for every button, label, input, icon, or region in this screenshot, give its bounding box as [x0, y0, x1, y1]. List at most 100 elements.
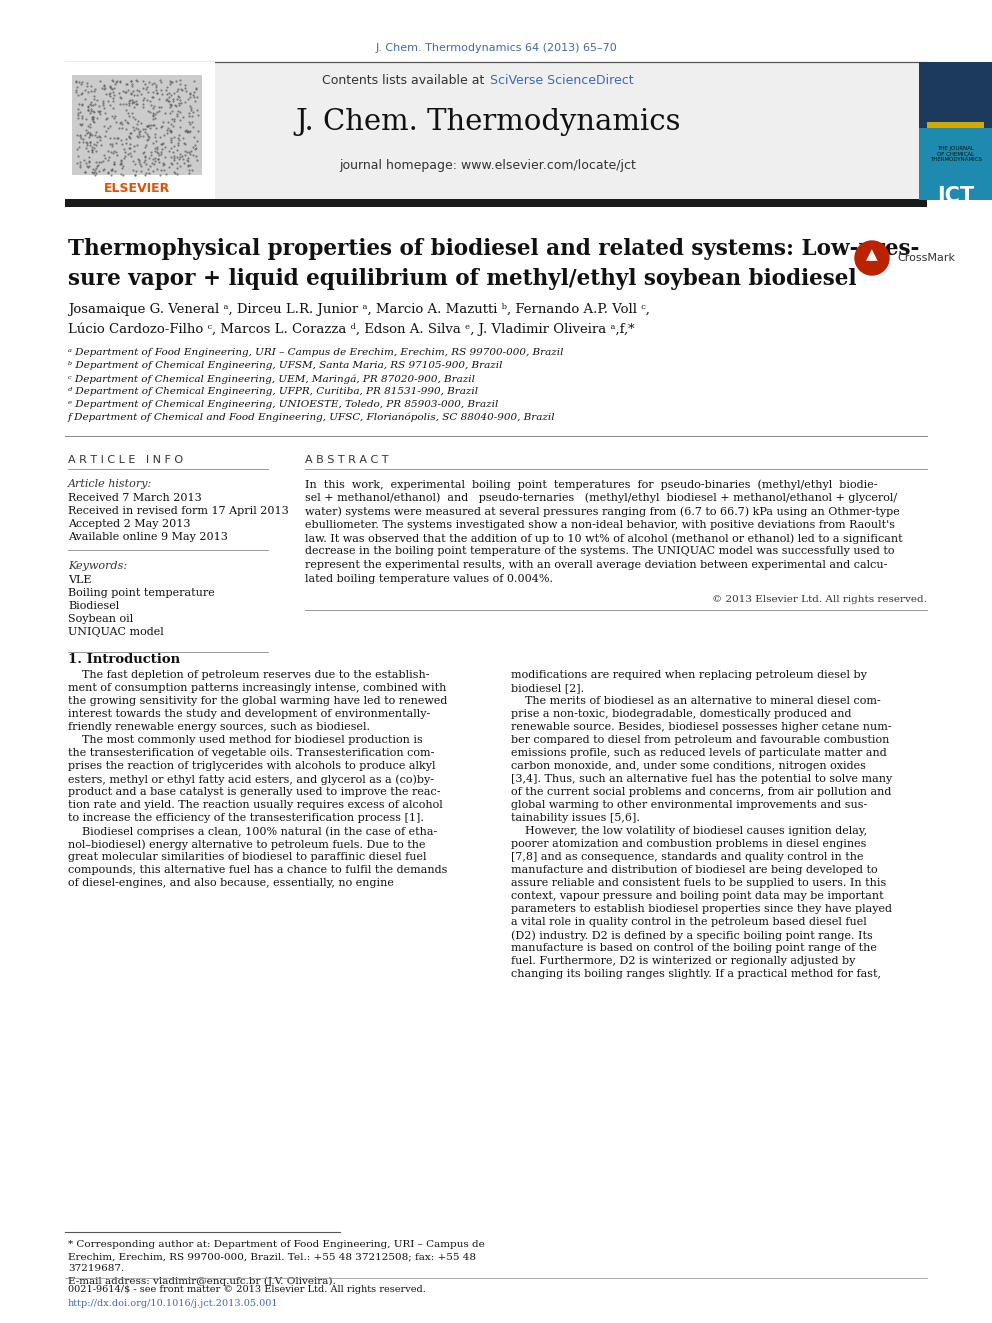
- Point: [81, 132, 97, 153]
- Point: [113, 152, 129, 173]
- Text: Article history:: Article history:: [68, 479, 152, 490]
- Point: [176, 127, 191, 148]
- Point: [139, 115, 155, 136]
- Point: [83, 91, 99, 112]
- Point: [183, 144, 198, 165]
- Point: [179, 149, 194, 171]
- Point: [170, 134, 186, 155]
- Point: [73, 106, 89, 127]
- Point: [74, 114, 90, 135]
- Point: [185, 160, 200, 181]
- Text: global warming to other environmental improvements and sus-: global warming to other environmental im…: [511, 800, 867, 810]
- Bar: [65, 198, 927, 206]
- Text: ᵈ Department of Chemical Engineering, UFPR, Curitiba, PR 81531-990, Brazil: ᵈ Department of Chemical Engineering, UF…: [68, 388, 478, 396]
- Point: [69, 146, 85, 167]
- Point: [188, 131, 204, 152]
- Point: [131, 151, 147, 172]
- Point: [145, 152, 161, 173]
- Point: [140, 126, 156, 147]
- Text: interest towards the study and development of environmentally-: interest towards the study and developme…: [68, 709, 431, 718]
- Point: [178, 74, 193, 95]
- Point: [142, 102, 158, 123]
- Point: [80, 99, 96, 120]
- Point: [146, 106, 162, 127]
- Text: Available online 9 May 2013: Available online 9 May 2013: [68, 532, 228, 542]
- Point: [87, 122, 103, 143]
- Point: [95, 151, 111, 172]
- Text: assure reliable and consistent fuels to be supplied to users. In this: assure reliable and consistent fuels to …: [511, 878, 886, 888]
- Point: [159, 83, 175, 105]
- Point: [102, 115, 118, 136]
- Point: [139, 153, 155, 175]
- Point: [88, 135, 104, 156]
- Point: [153, 79, 169, 101]
- Point: [78, 73, 94, 94]
- Point: [78, 75, 94, 97]
- Point: [95, 157, 111, 179]
- Point: [143, 144, 159, 165]
- Point: [166, 111, 182, 132]
- Point: [80, 95, 96, 116]
- Point: [68, 139, 84, 160]
- Point: [129, 126, 145, 147]
- Point: [84, 139, 100, 160]
- Point: [189, 99, 205, 120]
- Point: [117, 81, 133, 102]
- Point: [79, 122, 95, 143]
- Point: [102, 85, 118, 106]
- Point: [105, 87, 121, 108]
- Text: ᵉ Department of Chemical Engineering, UNIOESTE, Toledo, PR 85903-000, Brazil: ᵉ Department of Chemical Engineering, UN…: [68, 400, 498, 409]
- Point: [97, 102, 113, 123]
- Point: [121, 138, 137, 159]
- Point: [163, 85, 179, 106]
- Point: [153, 97, 169, 118]
- Point: [136, 152, 152, 173]
- Point: [79, 99, 95, 120]
- Point: [122, 138, 138, 159]
- Point: [107, 74, 123, 95]
- Point: [181, 89, 196, 110]
- Point: [161, 111, 177, 132]
- Point: [128, 93, 144, 114]
- Point: [166, 126, 182, 147]
- Point: [69, 98, 85, 119]
- Point: [177, 120, 192, 142]
- Point: [159, 77, 175, 98]
- Point: [145, 114, 161, 135]
- Bar: [65, 62, 927, 200]
- Point: [129, 93, 145, 114]
- Point: [138, 119, 154, 140]
- Point: [83, 140, 99, 161]
- Text: Erechim, Erechim, RS 99700-000, Brazil. Tel.: +55 48 37212508; fax: +55 48: Erechim, Erechim, RS 99700-000, Brazil. …: [68, 1252, 476, 1261]
- Circle shape: [855, 241, 889, 275]
- Text: http://dx.doi.org/10.1016/j.jct.2013.05.001: http://dx.doi.org/10.1016/j.jct.2013.05.…: [68, 1299, 279, 1308]
- Point: [173, 102, 188, 123]
- Point: [137, 142, 153, 163]
- Point: [81, 124, 97, 146]
- Point: [138, 78, 154, 99]
- Point: [164, 153, 180, 175]
- Point: [69, 85, 85, 106]
- Point: [112, 71, 128, 93]
- Point: [113, 164, 129, 185]
- Point: [118, 94, 134, 115]
- Point: [176, 152, 191, 173]
- Point: [136, 90, 152, 111]
- Point: [114, 157, 130, 179]
- Point: [121, 106, 137, 127]
- Point: [81, 155, 97, 176]
- Text: prises the reaction of triglycerides with alcohols to produce alkyl: prises the reaction of triglycerides wit…: [68, 761, 435, 771]
- Point: [86, 134, 102, 155]
- Point: [118, 128, 134, 149]
- Point: [171, 86, 186, 107]
- Point: [122, 142, 138, 163]
- Text: emissions profile, such as reduced levels of particulate matter and: emissions profile, such as reduced level…: [511, 747, 887, 758]
- Point: [163, 131, 179, 152]
- Point: [89, 131, 105, 152]
- Point: [163, 120, 179, 142]
- Point: [91, 95, 107, 116]
- Point: [121, 93, 137, 114]
- Point: [115, 81, 131, 102]
- Point: [80, 97, 96, 118]
- Point: [152, 144, 168, 165]
